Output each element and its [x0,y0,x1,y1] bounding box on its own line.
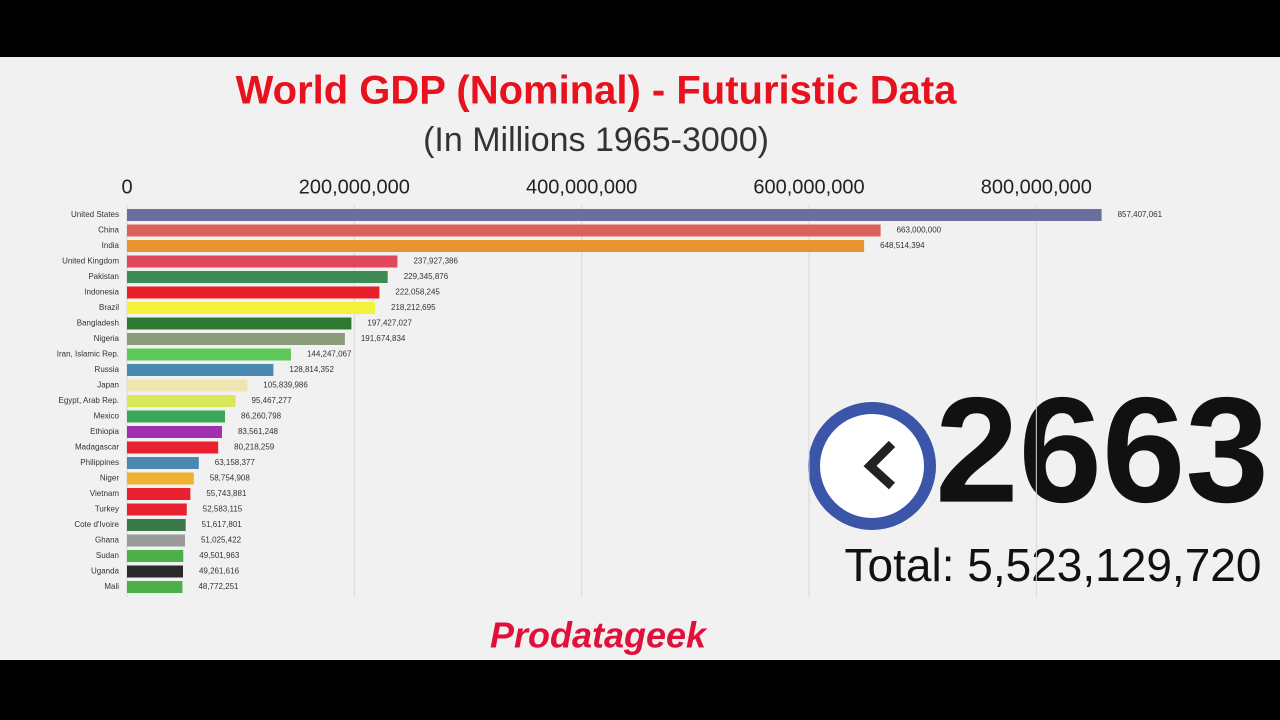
value-label: 663,000,000 [897,226,942,235]
bar [127,224,881,237]
x-tick-label: 600,000,000 [753,176,864,198]
category-label: United Kingdom [62,257,119,266]
bar [127,240,865,252]
bar [127,457,199,469]
bar [127,302,376,314]
value-label: 83,561,248 [238,427,279,436]
value-label: 80,218,259 [234,443,275,452]
chart-subtitle: (In Millions 1965-3000) [423,121,769,159]
value-label: 229,345,876 [404,272,449,281]
category-label: Japan [97,381,119,390]
bar [127,519,186,531]
category-label: Pakistan [88,272,119,281]
bar [127,534,185,547]
watermark: Prodatageek [490,615,708,656]
bar [127,348,291,361]
value-label: 51,617,801 [202,520,243,529]
category-label: China [98,226,119,235]
value-label: 191,674,834 [361,334,406,343]
x-tick-label: 200,000,000 [299,176,410,198]
bar [127,410,226,423]
value-label: 218,212,695 [391,303,436,312]
bar [127,286,380,299]
x-tick-label: 800,000,000 [981,176,1092,198]
category-label: Bangladesh [77,319,119,328]
value-label: 51,025,422 [201,536,242,545]
category-label: Cote d'Ivoire [74,520,119,529]
chart-title: World GDP (Nominal) - Futuristic Data [236,69,958,113]
bar [127,441,219,454]
category-label: Uganda [91,567,120,576]
value-label: 128,814,352 [289,365,334,374]
bar [127,565,183,578]
value-label: 58,754,908 [210,474,251,483]
value-label: 86,260,798 [241,412,282,421]
value-label: 52,583,115 [203,505,243,514]
year: 2663 [935,366,1269,534]
bar [127,472,194,485]
value-label: 48,772,251 [198,582,239,591]
bar [127,550,184,562]
x-tick-label: 400,000,000 [526,176,637,198]
bar [127,209,1102,221]
value-label: 197,427,027 [367,319,412,328]
bar [127,271,388,283]
category-label: Russia [95,365,120,374]
category-label: Mexico [94,412,120,421]
value-label: 857,407,061 [1118,210,1163,219]
bar [127,395,236,407]
value-label: 95,467,277 [252,396,293,405]
bar [127,503,187,516]
category-label: Mali [104,582,119,591]
category-label: Niger [100,474,119,483]
bar [127,488,191,500]
value-label: 648,514,394 [880,241,925,250]
category-label: Egypt, Arab Rep. [59,396,119,405]
category-label: Madagascar [75,443,119,452]
category-label: Indonesia [84,288,119,297]
value-label: 63,158,377 [215,458,256,467]
category-label: Ghana [95,536,120,545]
category-label: Nigeria [94,334,120,343]
bar [127,364,274,376]
category-label: Philippines [80,458,119,467]
clock-hand [863,440,896,490]
x-tick-label: 0 [121,176,132,198]
value-label: 49,501,963 [199,551,240,560]
bar [127,333,345,345]
category-label: Vietnam [90,489,120,498]
value-label: 105,839,986 [263,381,308,390]
category-label: Iran, Islamic Rep. [57,350,119,359]
value-label: 237,927,386 [413,257,458,266]
category-label: India [102,241,120,250]
bar [127,426,222,438]
value-label: 144,247,067 [307,350,352,359]
category-label: Sudan [96,551,119,560]
value-label: 49,261,616 [199,567,240,576]
value-label: 55,743,881 [206,489,247,498]
bar [127,255,398,268]
category-label: Ethiopia [90,427,119,436]
bar [127,379,248,392]
bar [127,581,183,593]
value-label: 222,058,245 [395,288,440,297]
bar [127,317,352,330]
category-label: Brazil [99,303,119,312]
total: Total: 5,523,129,720 [845,539,1262,591]
category-label: United States [71,210,119,219]
category-label: Turkey [95,505,119,514]
